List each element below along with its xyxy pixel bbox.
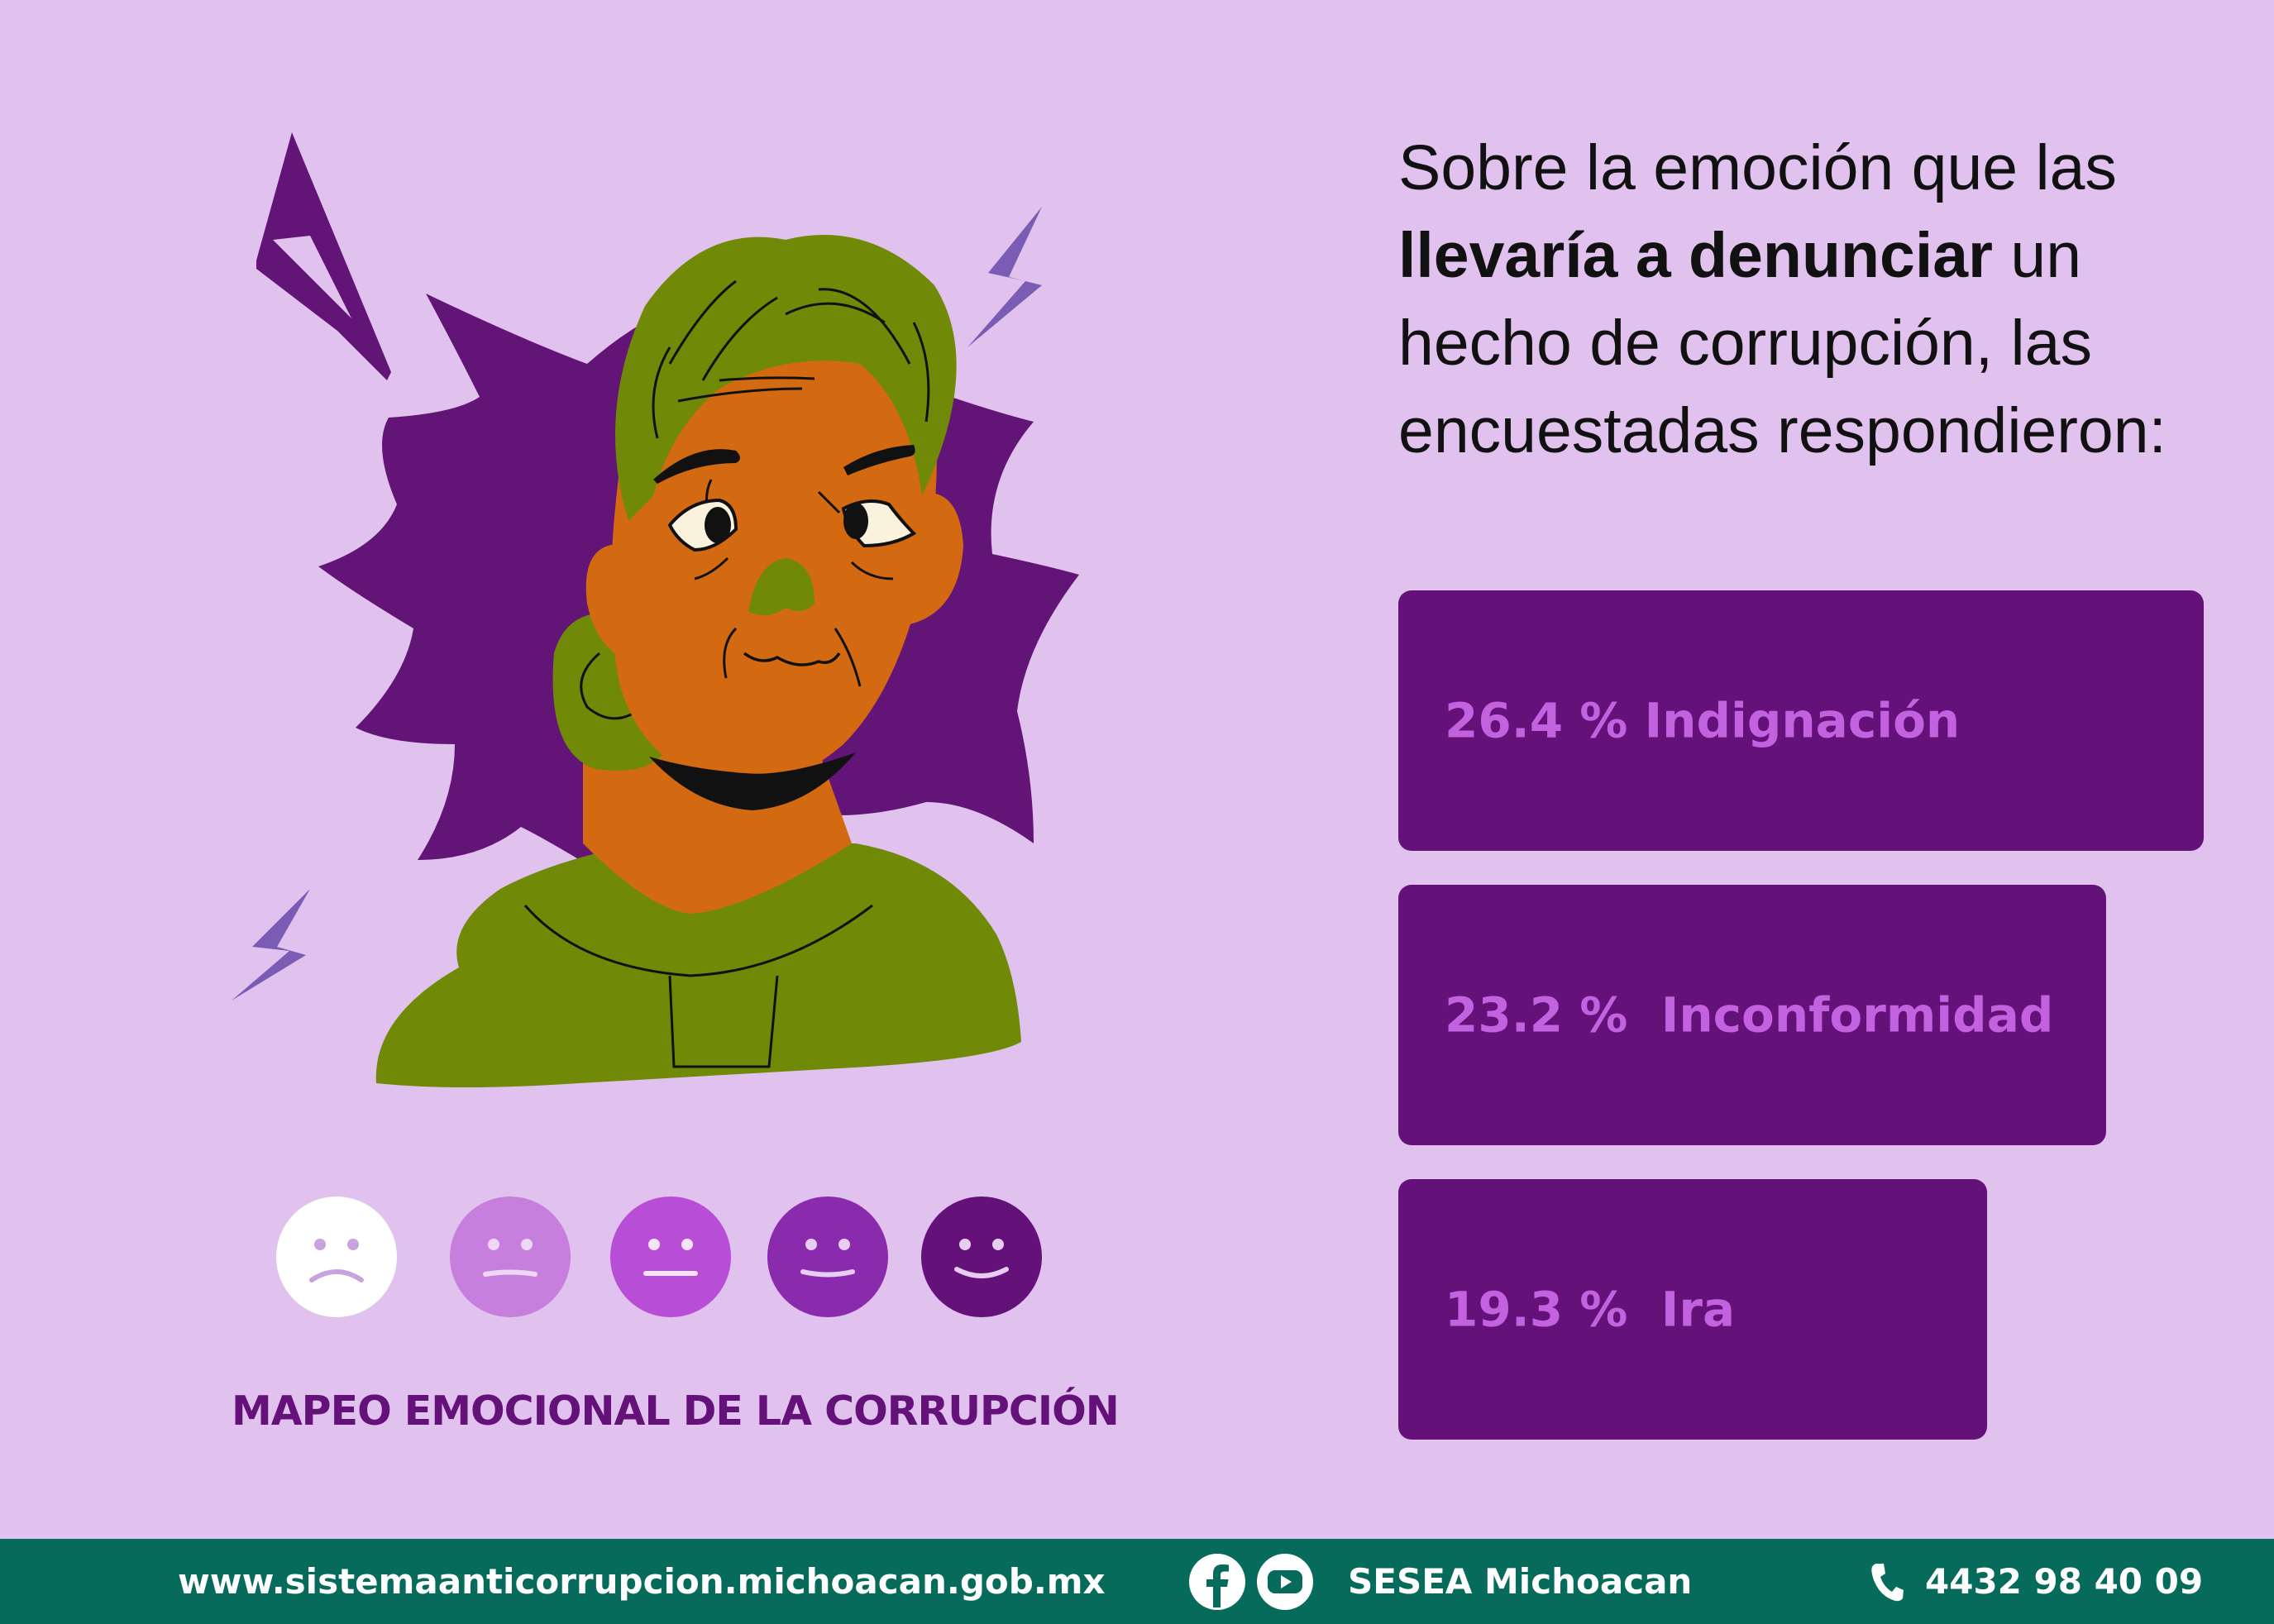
bar-label: 26.4 % Indignación <box>1445 693 1960 749</box>
hair <box>615 235 957 521</box>
face-content-icon <box>767 1197 888 1317</box>
chin-shadow <box>649 752 856 810</box>
headline: Sobre la emoción que las llevaría a denu… <box>1398 124 2225 475</box>
eyebrow-right <box>843 445 915 475</box>
sweater <box>375 843 1021 1087</box>
woman-illustration <box>232 132 1079 1087</box>
social-handle[interactable]: SESEA Michoacan <box>1348 1561 1693 1602</box>
bar-label: 23.2 % Inconformidad <box>1445 987 2053 1044</box>
website-link[interactable]: www.sistemaanticorrupcion.michoacan.gob.… <box>178 1561 1106 1602</box>
emotion-scale <box>276 1197 1042 1317</box>
lightning-bolt-small-icon <box>232 207 1042 1001</box>
eyebrow-left <box>653 449 740 484</box>
mouth <box>743 652 841 666</box>
woman-figure <box>375 235 1021 1087</box>
footer: www.sistemaanticorrupcion.michoacan.gob.… <box>0 1539 2274 1624</box>
headline-part-2: un hecho de corrupción, las encuestadas … <box>1398 220 2167 466</box>
face-sad-icon <box>276 1197 397 1317</box>
bar-indignación <box>1398 590 2204 851</box>
face-happy-icon <box>921 1197 1042 1317</box>
facebook-icon[interactable] <box>1188 1553 1246 1611</box>
social-icons <box>1188 1539 1314 1624</box>
bar-label: 19.3 % Ira <box>1445 1282 1735 1338</box>
phone-number: 4432 98 40 09 <box>1925 1561 2204 1602</box>
face-neutral-icon <box>610 1197 731 1317</box>
nose <box>748 558 815 615</box>
phone-icon <box>1870 1562 1904 1602</box>
headline-emphasis: llevaría a denunciar <box>1398 220 1994 291</box>
bar-ira <box>1398 1179 1988 1440</box>
phone-contact[interactable]: 4432 98 40 09 <box>1870 1539 2203 1624</box>
face-neutral-icon <box>450 1197 571 1317</box>
headline-part-1: Sobre la emoción que las <box>1398 132 2117 203</box>
youtube-icon[interactable] <box>1256 1553 1314 1611</box>
lightning-bolt-large-icon <box>256 132 391 380</box>
caption: MAPEO EMOCIONAL DE LA CORRUPCIÓN <box>232 1388 1120 1435</box>
bar-inconformidad <box>1398 885 2106 1145</box>
